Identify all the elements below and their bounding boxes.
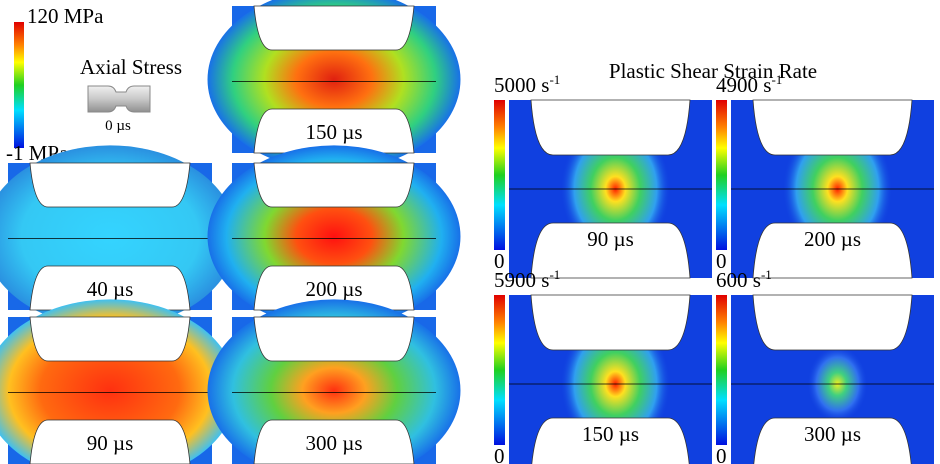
notch	[253, 316, 415, 362]
notch	[253, 108, 415, 154]
colorbar-max: 5000 s-1	[494, 72, 560, 97]
panel-label: 40 µs	[87, 277, 134, 301]
panel-label: 200 µs	[305, 277, 362, 301]
notch	[531, 417, 690, 464]
notch	[29, 419, 191, 464]
notch	[752, 99, 913, 156]
notch	[253, 162, 415, 208]
colorbar-max: 5900 s-1	[494, 267, 560, 292]
title: Axial Stress	[80, 55, 182, 79]
colorbar-max-sup: -1	[761, 267, 772, 282]
colorbar	[494, 295, 505, 445]
notch	[253, 265, 415, 311]
panel-label: 90 µs	[587, 227, 634, 251]
specimen-label: 0 µs	[105, 118, 131, 134]
notch	[530, 99, 691, 156]
colorbar-max: 120 MPa	[27, 4, 104, 28]
colorbar-max: 600 s-1	[716, 267, 772, 292]
notch	[29, 316, 191, 362]
notch	[752, 294, 913, 351]
notch	[753, 417, 912, 464]
title: Plastic Shear Strain Rate	[609, 59, 817, 83]
colorbar-max-sup: -1	[549, 267, 560, 282]
notch	[29, 162, 191, 208]
panel-label: 90 µs	[87, 431, 134, 455]
colorbar-max-sup: -1	[771, 72, 782, 87]
colorbar	[716, 295, 727, 445]
notch	[752, 222, 913, 279]
panel-label: 300 µs	[804, 422, 861, 446]
colorbar	[14, 22, 24, 148]
notch	[530, 294, 691, 351]
panel-label: 300 µs	[305, 431, 362, 455]
notch	[530, 222, 691, 279]
panel-label: 150 µs	[305, 120, 362, 144]
panel-label: 200 µs	[804, 227, 861, 251]
notch	[253, 419, 415, 464]
colorbar-max-sup: -1	[549, 72, 560, 87]
panel-label: 150 µs	[582, 422, 639, 446]
colorbar-max: 4900 s-1	[716, 72, 782, 97]
colorbar	[494, 100, 505, 250]
notch	[29, 265, 191, 311]
specimen-icon	[87, 85, 151, 113]
colorbar	[716, 100, 727, 250]
notch	[253, 5, 415, 51]
